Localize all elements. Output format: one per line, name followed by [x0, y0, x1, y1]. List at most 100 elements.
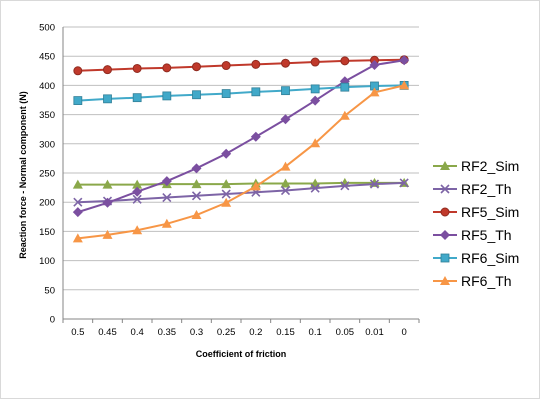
data-point — [310, 183, 320, 193]
x-tick-label: 0.1 — [309, 327, 322, 338]
data-point — [281, 58, 290, 68]
data-point — [132, 194, 142, 204]
data-point — [132, 179, 143, 189]
legend-item: RF2_Th — [433, 181, 512, 197]
legend-item: RF2_Sim — [433, 158, 519, 174]
x-tick-label: 0.3 — [190, 327, 203, 338]
x-tick-label: 0.35 — [158, 327, 177, 338]
series-group — [72, 55, 410, 243]
legend-item: RF5_Sim — [433, 204, 519, 220]
y-tick-label: 100 — [39, 256, 55, 267]
data-point — [103, 94, 112, 104]
legend-label: RF5_Th — [461, 227, 512, 243]
legend-marker — [440, 207, 450, 217]
data-point — [280, 114, 291, 125]
series-line — [77, 58, 405, 72]
data-point — [191, 191, 202, 201]
data-point — [280, 178, 291, 188]
legend-label: RF2_Sim — [461, 158, 519, 174]
x-tick-labels: 0.5 0.45 0.4 0.35 0.3 0.25 0.2 0.15 0.1 0.05 0.01 0 — [71, 327, 407, 338]
y-tick-label: 50 — [44, 285, 55, 296]
data-point — [162, 91, 172, 101]
series-rf6-sim — [73, 81, 409, 105]
data-point — [221, 148, 232, 159]
data-point — [399, 55, 410, 66]
x-tick-label: 0.15 — [276, 327, 295, 338]
legend: RF2_Sim RF2_Th RF5_Sim RF5_Th RF6_Sim RF6_Th — [433, 158, 519, 289]
data-point — [162, 192, 172, 203]
data-point — [399, 178, 409, 188]
x-axis-title: Coefficient of friction — [196, 349, 287, 359]
data-point — [102, 229, 113, 239]
data-point — [251, 87, 261, 97]
y-tick-label: 200 — [39, 198, 55, 209]
y-tick-label: 400 — [39, 81, 55, 92]
x-tick-label: 0.25 — [217, 327, 236, 338]
x-tick-label: 0.5 — [71, 327, 84, 338]
x-tick-label: 0.2 — [249, 327, 262, 338]
x-tick-label: 0.45 — [98, 327, 117, 338]
series-rf5-th — [72, 55, 410, 218]
data-point — [251, 59, 261, 69]
series-rf6-th — [72, 80, 410, 243]
legend-marker — [440, 253, 450, 263]
data-point — [221, 89, 231, 98]
x-tick-label: 0.01 — [365, 327, 384, 338]
data-point — [102, 197, 113, 208]
axes — [62, 27, 420, 323]
data-point — [132, 225, 143, 235]
data-point — [192, 90, 201, 100]
data-point — [221, 189, 231, 199]
data-point — [132, 63, 142, 73]
data-point — [132, 186, 143, 197]
data-point — [369, 179, 380, 189]
legend-label: RF2_Th — [461, 181, 512, 197]
series-rf2-sim — [72, 177, 410, 189]
legend-item: RF6_Sim — [433, 250, 519, 266]
data-point — [250, 181, 261, 191]
data-point — [72, 179, 83, 189]
data-point — [369, 87, 380, 97]
data-point — [191, 210, 202, 220]
data-point — [161, 176, 172, 187]
data-point — [72, 207, 83, 218]
gridlines — [63, 26, 419, 291]
y-axis-title: Reaction force - Normal component (N) — [18, 91, 28, 259]
data-point — [310, 57, 320, 67]
data-point — [281, 86, 290, 96]
data-point — [73, 96, 83, 105]
data-point — [72, 233, 83, 243]
data-point — [102, 179, 113, 189]
y-tick-labels: 0 50 100 150 200 250 300 350 400 450 500 — [39, 23, 55, 326]
data-point — [73, 197, 83, 207]
data-point — [340, 56, 350, 66]
series-rf2-th — [73, 178, 409, 207]
y-tick-label: 450 — [39, 52, 55, 63]
series-line — [77, 84, 405, 240]
data-point — [280, 161, 291, 171]
series-rf5-sim — [73, 55, 409, 76]
data-point — [191, 163, 202, 174]
data-point — [369, 59, 380, 70]
series-line — [77, 59, 405, 214]
series-line — [77, 181, 405, 204]
data-point — [340, 82, 350, 92]
legend-marker — [440, 161, 450, 170]
data-point — [132, 93, 142, 103]
y-tick-label: 150 — [39, 227, 55, 238]
data-point — [191, 179, 202, 189]
legend-label: RF6_Sim — [461, 250, 519, 266]
data-point — [221, 179, 232, 189]
data-point — [161, 218, 172, 228]
legend-marker — [440, 276, 450, 285]
data-point — [339, 177, 350, 187]
data-point — [310, 138, 321, 148]
x-tick-label: 0.4 — [131, 327, 144, 338]
x-tick-label: 0 — [402, 327, 407, 338]
data-point — [103, 65, 112, 75]
legend-item: RF6_Th — [433, 273, 512, 289]
data-point — [162, 63, 172, 73]
x-tick-label: 0.05 — [336, 327, 355, 338]
